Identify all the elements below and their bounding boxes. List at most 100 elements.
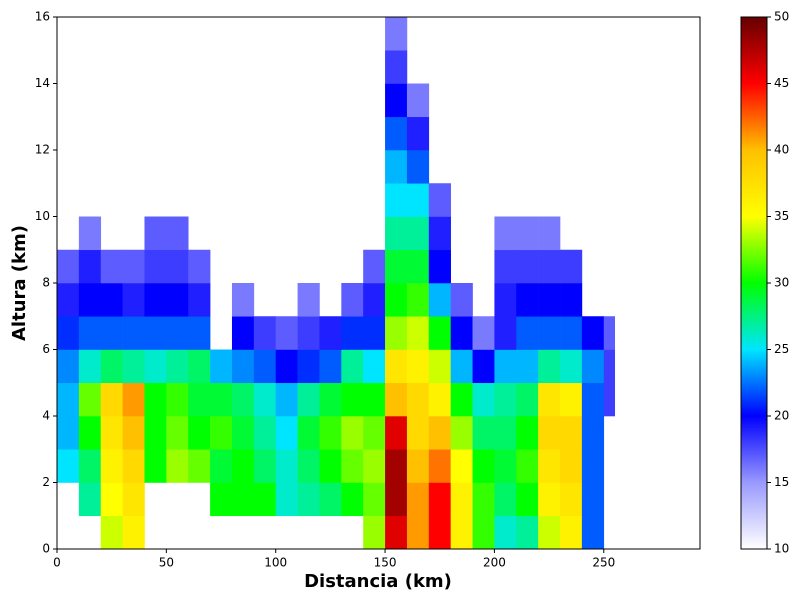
cell [428,249,451,284]
cell [472,482,495,517]
cell [78,349,102,384]
cell [253,416,277,450]
cell [231,283,255,317]
cell [122,515,145,550]
cell [450,349,473,384]
y-tick-label: 4 [42,409,50,423]
cell [406,249,430,284]
cell [494,349,517,384]
cell [297,316,320,350]
cell [297,416,320,450]
cell [188,382,211,417]
cell [122,283,145,317]
cell [297,349,320,384]
colorbar [740,16,768,550]
cell [275,382,298,417]
cell [363,316,386,350]
cell [603,349,616,384]
cell [494,283,517,317]
cell [144,249,167,284]
cell [581,515,605,550]
cell [100,382,123,417]
cell [560,416,583,450]
cell [319,349,342,384]
x-tick-label: 250 [592,556,615,570]
cell [78,449,102,483]
cell [319,449,342,483]
cell [472,416,495,450]
cell [472,316,495,350]
cell [341,283,364,317]
cell [122,416,145,450]
cell [385,382,408,417]
cell [275,316,298,350]
cell [406,150,430,184]
y-tick-label: 10 [35,209,50,223]
cell [319,316,342,350]
cell [560,349,583,384]
cell [144,416,167,450]
cell [363,349,386,384]
colorbar-tick-label: 50 [774,10,789,24]
cell [494,382,517,417]
cell [122,482,145,517]
cell [538,249,561,284]
cell [231,416,255,450]
cell [166,249,189,284]
cell [122,449,145,483]
cell [385,349,408,384]
cell [57,416,80,450]
cell [538,283,561,317]
cell [166,416,189,450]
cell [100,349,123,384]
cell [188,249,211,284]
cell [210,416,233,450]
cell [406,449,430,483]
cell [78,316,102,350]
cell [603,316,616,350]
cell [231,382,255,417]
cell [363,482,386,517]
cell [581,449,605,483]
cell [560,482,583,517]
cell [231,449,255,483]
cell [494,416,517,450]
cell [428,283,451,317]
cell [450,449,473,483]
cell [166,216,189,251]
cell [603,382,616,417]
cell [78,382,102,417]
cell [122,382,145,417]
cell [253,349,277,384]
cell [428,382,451,417]
cell [275,349,298,384]
cell [100,316,123,350]
cell [406,382,430,417]
colorbar-tick-label: 20 [774,409,789,423]
cell [494,216,517,251]
cell [516,249,539,284]
cell [516,216,539,251]
x-axis-label: Distancia (km) [304,571,452,592]
x-tick-label: 50 [159,556,174,570]
cell [122,249,145,284]
cell [57,249,80,284]
cell [363,416,386,450]
cell [319,382,342,417]
cell [188,449,211,483]
cell [363,515,386,550]
x-tick-label: 0 [53,556,61,570]
cell [385,50,408,84]
cell [341,416,364,450]
y-tick-label: 8 [42,276,50,290]
cell [581,416,605,450]
cell [100,515,123,550]
cell [122,349,145,384]
cell [516,316,539,350]
cell [341,449,364,483]
cell [144,283,167,317]
cell [494,249,517,284]
cell [210,449,233,483]
cell [144,349,167,384]
cell [122,316,145,350]
